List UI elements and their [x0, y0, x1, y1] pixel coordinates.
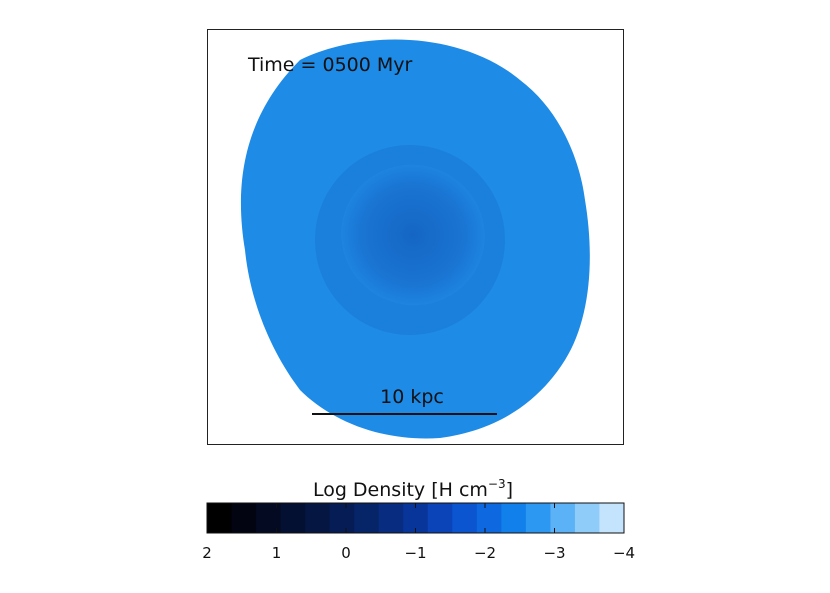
colorbar: 2 1 0 −1 −2 −3 −4	[202, 502, 635, 562]
colorbar-segment	[280, 503, 306, 533]
colorbar-segment	[354, 503, 380, 533]
tick-label: −3	[543, 544, 565, 562]
colorbar-segment	[378, 503, 404, 533]
colorbar-segment	[256, 503, 282, 533]
tick-label: 2	[202, 544, 212, 562]
scale-label: 10 kpc	[380, 386, 444, 408]
colorbar-segment	[305, 503, 331, 533]
colorbar-segment	[599, 503, 625, 533]
tick-label: −2	[474, 544, 496, 562]
colorbar-segment	[427, 503, 453, 533]
colorbar-segment	[231, 503, 257, 533]
colorbar-segment	[452, 503, 478, 533]
colorbar-segment	[525, 503, 551, 533]
colorbar-segment	[207, 503, 233, 533]
tick-label: −4	[613, 544, 635, 562]
colorbar-segment	[476, 503, 502, 533]
colorbar-segment	[574, 503, 600, 533]
colorbar-segment	[329, 503, 355, 533]
colorbar-title: Log Density [H cm−3]	[313, 477, 513, 501]
tick-label: −1	[404, 544, 426, 562]
tick-label: 1	[272, 544, 282, 562]
colorbar-segment	[501, 503, 527, 533]
disk-core	[341, 164, 485, 306]
tick-label: 0	[341, 544, 351, 562]
time-label: Time = 0500 Myr	[247, 54, 413, 76]
